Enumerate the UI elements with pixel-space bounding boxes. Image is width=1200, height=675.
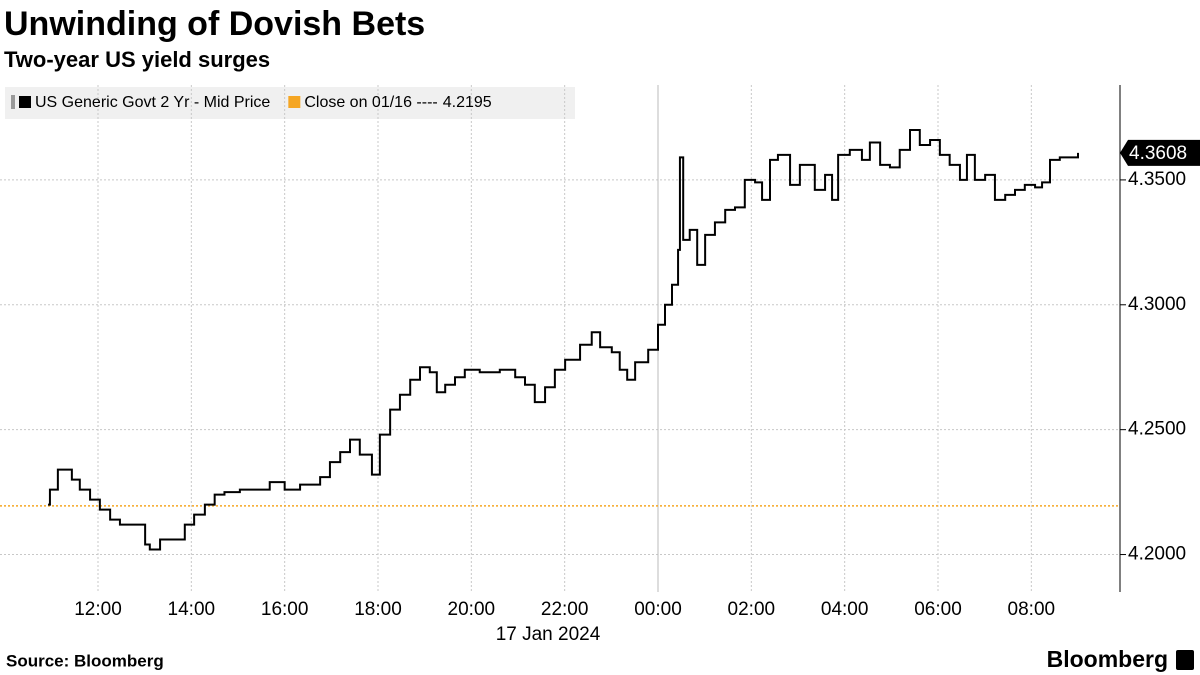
x-tick-label: 04:00 [821, 599, 869, 620]
x-tick-label: 20:00 [448, 599, 496, 620]
x-tick-label: 18:00 [354, 599, 402, 620]
brand-icon [1176, 650, 1194, 670]
x-tick-label: 12:00 [74, 599, 122, 620]
x-tick-label: 22:00 [541, 599, 589, 620]
legend-label: US Generic Govt 2 Yr - Mid Price [35, 94, 270, 111]
y-tick-label: 4.3500 [1128, 169, 1186, 190]
legend-swatch [19, 96, 31, 108]
chart-title: Unwinding of Dovish Bets [4, 5, 425, 43]
x-tick-label: 14:00 [168, 599, 216, 620]
brand: Bloomberg [1047, 646, 1168, 672]
x-tick-label: 02:00 [728, 599, 776, 620]
x-tick-label: 06:00 [914, 599, 962, 620]
legend-label: Close on 01/16 ---- [304, 94, 437, 111]
chart-subtitle: Two-year US yield surges [4, 47, 270, 72]
last-value-label: 4.3608 [1129, 143, 1187, 164]
x-tick-label: 16:00 [261, 599, 309, 620]
last-value-box [1120, 139, 1200, 166]
legend-value: 4.2195 [443, 94, 492, 111]
x-tick-label: 00:00 [634, 599, 682, 620]
y-tick-label: 4.2500 [1128, 419, 1186, 440]
date-label: 17 Jan 2024 [496, 624, 601, 645]
legend-icon [11, 95, 15, 109]
source: Source: Bloomberg [6, 651, 164, 670]
series-line [48, 128, 1079, 551]
y-tick-label: 4.3000 [1128, 294, 1186, 315]
x-tick-label: 08:00 [1008, 599, 1056, 620]
legend-swatch [288, 96, 301, 108]
y-tick-label: 4.2000 [1128, 544, 1186, 565]
